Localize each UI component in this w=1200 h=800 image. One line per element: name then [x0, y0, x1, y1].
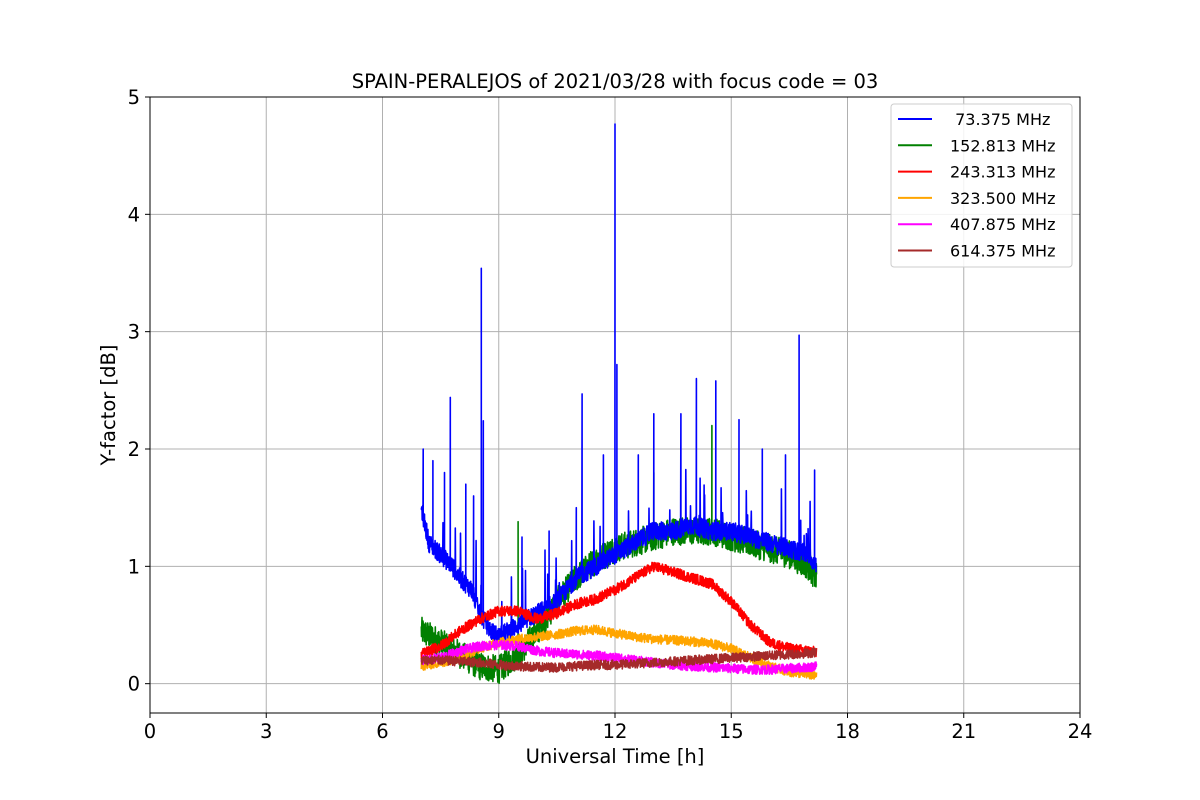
y-axis-label: Y-factor [dB] — [97, 345, 120, 467]
x-tick-label: 18 — [835, 720, 860, 743]
x-tick-label: 12 — [603, 720, 628, 743]
x-tick-label: 15 — [719, 720, 744, 743]
x-tick-label: 3 — [260, 720, 272, 743]
series-layer — [420, 123, 818, 685]
series-line — [420, 123, 818, 645]
y-tick-label: 0 — [128, 673, 140, 696]
y-tick-label: 5 — [128, 86, 140, 109]
legend-box — [890, 103, 1073, 268]
legend-label: 152.813 MHz — [950, 136, 1055, 155]
y-axis-ticks: 0 1 2 3 4 5 — [128, 86, 150, 696]
series-line — [420, 647, 818, 673]
legend-label: 614.375 MHz — [950, 242, 1055, 261]
legend-label: 323.500 MHz — [950, 189, 1055, 208]
series-line — [420, 561, 818, 660]
x-tick-label: 21 — [951, 720, 976, 743]
y-tick-label: 4 — [128, 203, 140, 226]
legend-label: 73.375 MHz — [950, 110, 1050, 129]
x-tick-label: 0 — [144, 720, 156, 743]
legend-label: 243.313 MHz — [950, 163, 1055, 182]
x-tick-label: 9 — [493, 720, 505, 743]
x-axis-label: Universal Time [h] — [526, 745, 705, 768]
x-tick-label: 24 — [1068, 720, 1093, 743]
x-tick-label: 6 — [376, 720, 388, 743]
legend-label: 407.875 MHz — [950, 215, 1055, 234]
series-line — [420, 639, 818, 675]
legend: 73.375 MHz 152.813 MHz 243.313 MHz 323.500 … — [890, 103, 1073, 268]
chart-title: SPAIN-PERALEJOS of 2021/03/28 with focus… — [352, 70, 879, 93]
y-tick-label: 3 — [128, 321, 140, 344]
y-tick-label: 2 — [128, 438, 140, 461]
x-axis-ticks: 0 3 6 9 12 15 18 21 24 — [144, 713, 1093, 743]
y-tick-label: 1 — [128, 555, 140, 578]
